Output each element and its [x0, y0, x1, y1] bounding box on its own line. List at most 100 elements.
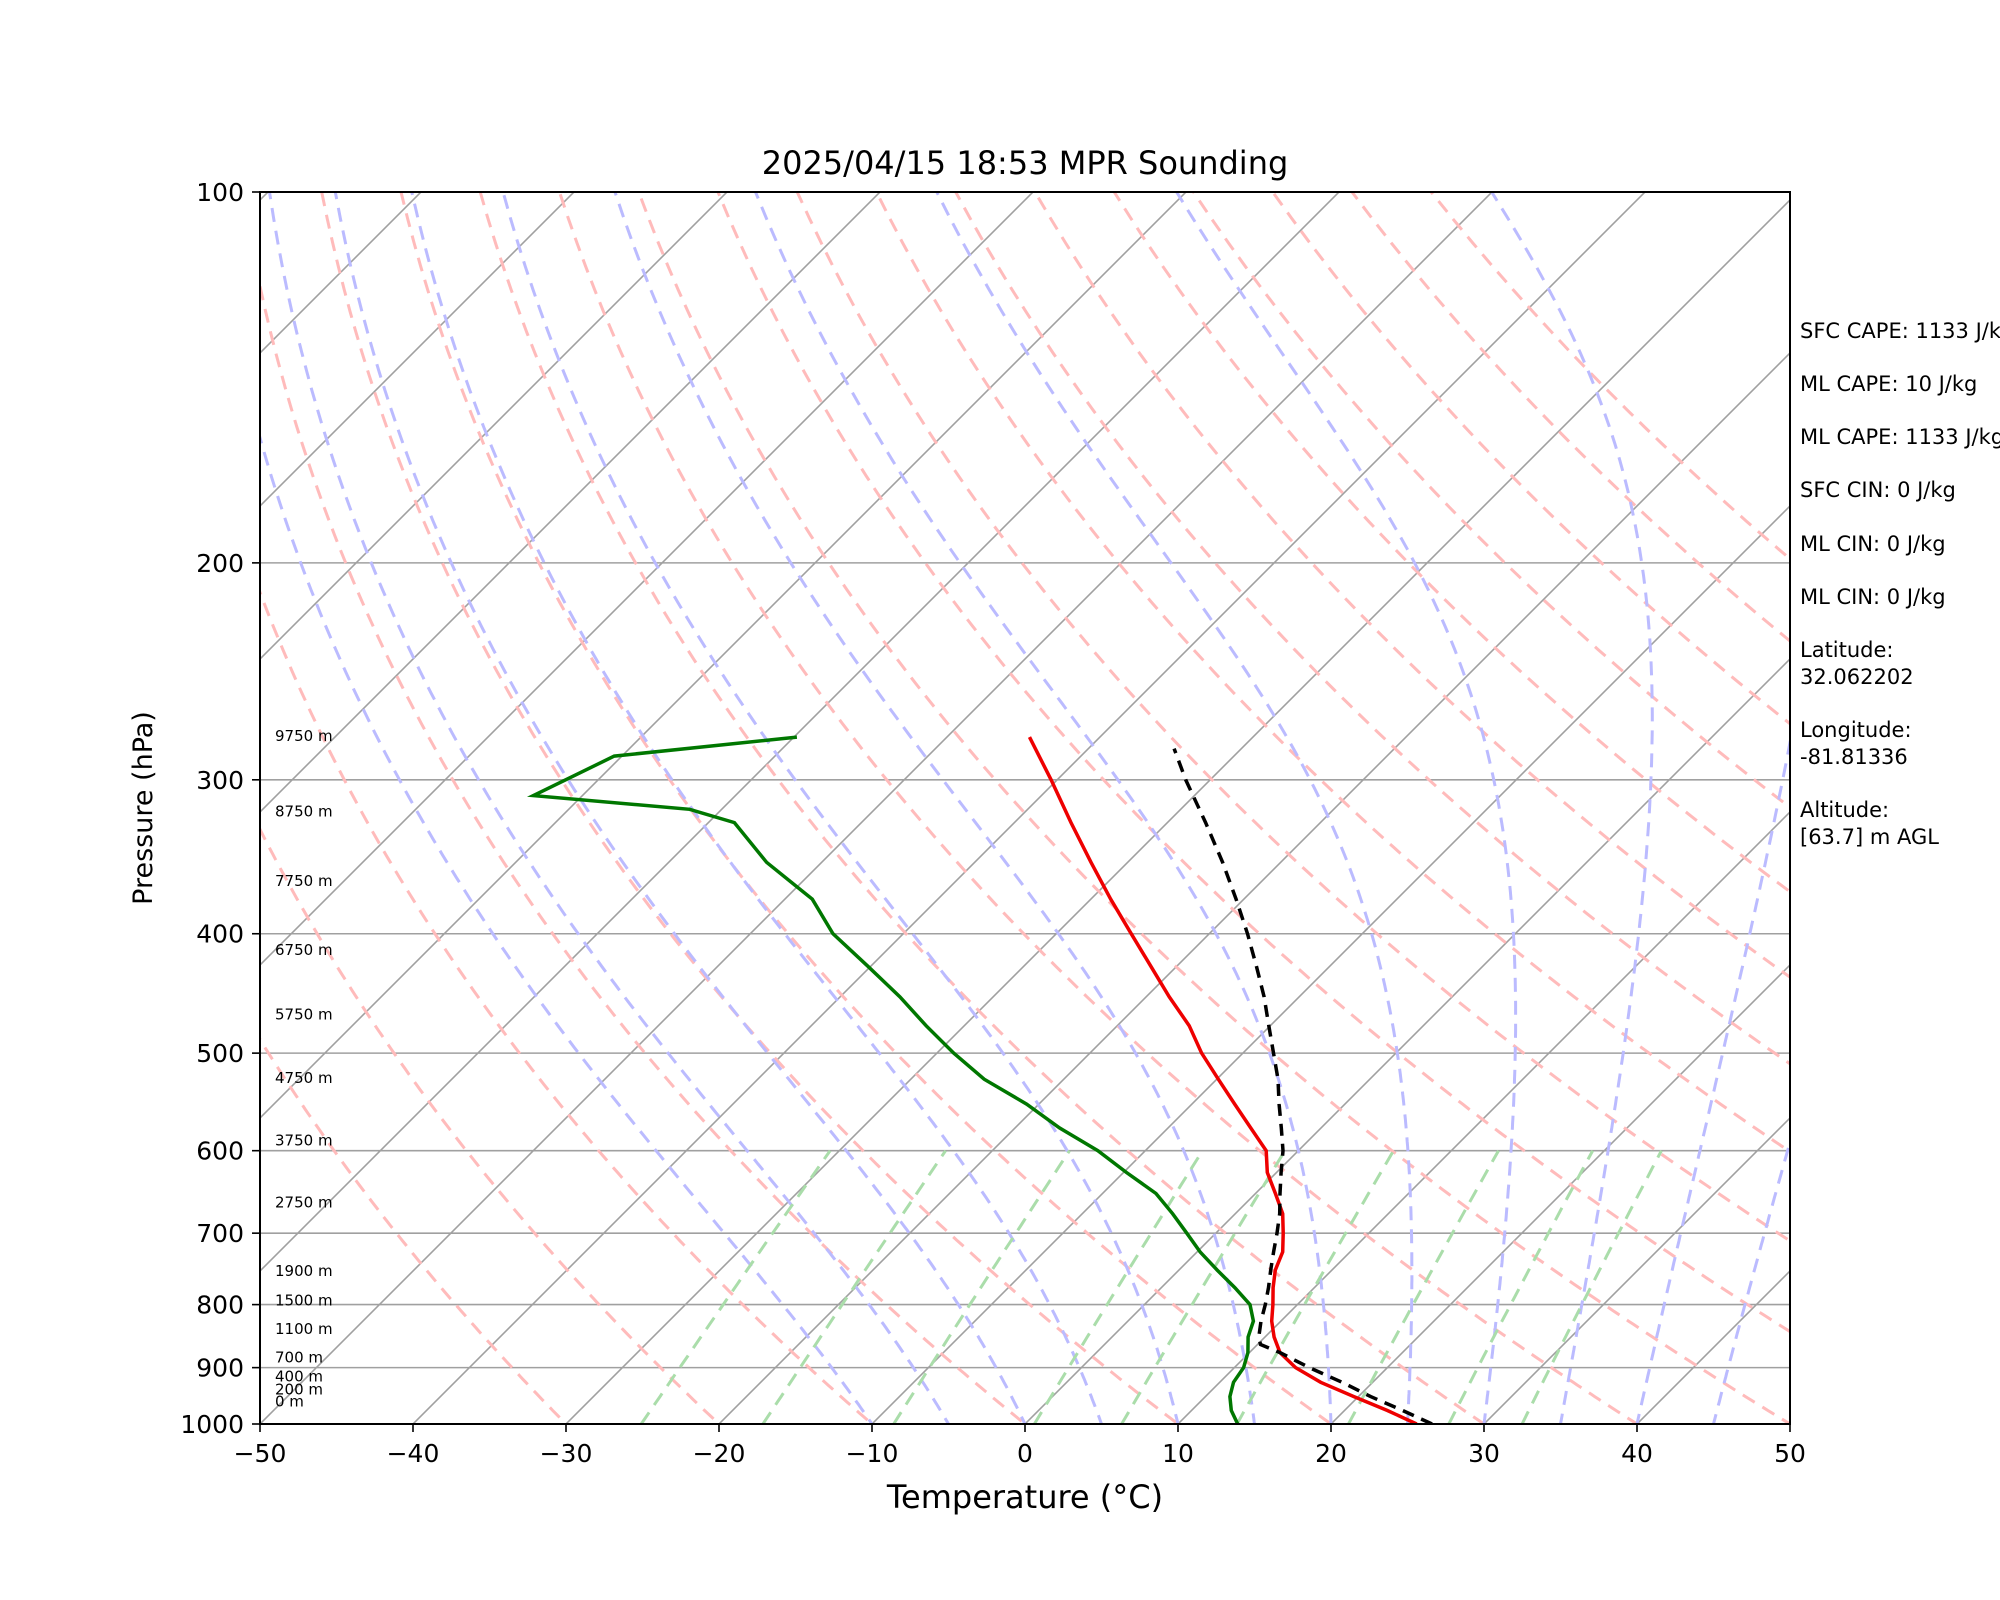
x-tick-label: 0 [1017, 1439, 1033, 1468]
height-label: 700 m [275, 1349, 323, 1367]
isotherm-line [717, 351, 1790, 1424]
isotherm-line [411, 192, 1647, 1424]
ml-cape-text: ML CAPE: 10 J/kg [1800, 372, 1978, 396]
height-label: 2750 m [275, 1193, 333, 1211]
sfc-cape-text: SFC CAPE: 1133 J/kg [1800, 319, 2000, 343]
y-tick-label: 900 [196, 1354, 244, 1383]
x-tick-label: −30 [540, 1439, 593, 1468]
dry-adiabat-line [399, 192, 1334, 1424]
height-label: 4750 m [275, 1069, 333, 1087]
x-tick-label: −10 [846, 1439, 899, 1468]
ml-cape-text-2: ML CAPE: 1133 J/kg [1800, 425, 2000, 449]
ml-cin-text-2: ML CIN: 0 J/kg [1800, 585, 1946, 609]
y-tick-label: 400 [196, 920, 244, 949]
x-tick-label: −40 [387, 1439, 440, 1468]
y-axis-title: Pressure (hPa) [128, 711, 159, 905]
isotherm-line [260, 192, 1035, 967]
x-tick-label: 40 [1621, 1439, 1653, 1468]
mixing-ratio-line [1033, 1149, 1204, 1424]
isotherm-line [260, 192, 1494, 1424]
moist-adiabat-line [410, 192, 1104, 1424]
x-tick-label: 30 [1468, 1439, 1500, 1468]
dewpoint-line [526, 735, 1256, 1424]
moist-adiabat-line [333, 192, 1027, 1424]
mixing-ratio-line [1447, 1149, 1595, 1424]
dry-adiabat-line [637, 192, 1790, 1424]
y-tick-label: 700 [196, 1219, 244, 1248]
height-label: 3750 m [275, 1132, 333, 1150]
altitude-value: [63.7] m AGL [1800, 825, 1939, 849]
height-label: 1900 m [275, 1262, 333, 1280]
y-tick-label: 200 [196, 549, 244, 578]
isotherm-line [1329, 963, 1790, 1424]
mixing-ratio-line [1520, 1150, 1663, 1424]
x-tick-label: −20 [693, 1439, 746, 1468]
latitude-value: 32.062202 [1800, 665, 1914, 689]
moist-adiabat-line [501, 192, 1180, 1424]
y-tick-label: 100 [196, 178, 244, 207]
dry-adiabat-line [1350, 192, 1790, 643]
isotherm-line [1023, 657, 1790, 1424]
isotherm-line [260, 192, 1341, 1273]
isotherm-line [260, 192, 423, 355]
height-label: 9750 m [275, 727, 333, 745]
isotherm-line [1917, 165, 2000, 1451]
y-tick-label: 800 [196, 1291, 244, 1320]
mixing-ratio-line [639, 1149, 832, 1424]
isotherm-line [260, 192, 882, 814]
dry-adiabat-line [874, 192, 1790, 1154]
parcel-profile-line [1172, 747, 1433, 1424]
mixing-ratio-line [761, 1149, 947, 1424]
mixing-ratio-line [1120, 1149, 1287, 1424]
height-label: 8750 m [275, 803, 333, 821]
moist-adiabat-line [1635, 734, 1790, 1424]
altitude-label: Altitude: [1800, 798, 1890, 822]
x-axis-title: Temperature (°C) [886, 1478, 1163, 1516]
latitude-label: Latitude: [1800, 638, 1894, 662]
isotherm-line [870, 504, 1790, 1424]
moist-adiabat-line [268, 192, 951, 1424]
background-guide-lines [0, 165, 2000, 1451]
height-label: 6750 m [275, 941, 333, 959]
moist-adiabat-line [1175, 192, 1518, 1424]
y-tick-label: 600 [196, 1137, 244, 1166]
temperature-line [1027, 736, 1418, 1424]
x-tick-label: 10 [1162, 1439, 1194, 1468]
isotherm-line [260, 192, 1188, 1120]
dry-adiabat-line [716, 192, 1790, 1334]
isotherm-line [564, 198, 1790, 1424]
plot-frame [259, 191, 1791, 1425]
y-tick-label: 300 [196, 766, 244, 795]
height-labels: 9750 m 8750 m 7750 m 6750 m 5750 m 4750 m 3750… [275, 727, 333, 1411]
longitude-value: -81.81336 [1800, 745, 1908, 769]
x-tick-label: −50 [234, 1439, 287, 1468]
height-label: 7750 m [275, 872, 333, 890]
isotherm-line [260, 192, 576, 508]
x-tick-label: 20 [1315, 1439, 1347, 1468]
axis-ticks: −50 −40 −30 −20 −10 0 10 20 30 40 50 100 200 300 400 50… [180, 178, 1806, 1468]
x-tick-label: 50 [1774, 1439, 1806, 1468]
dry-adiabat-line [478, 192, 1487, 1424]
mixing-ratio-line [892, 1149, 1071, 1424]
isotherm-line [260, 192, 729, 661]
height-label: 200 m [275, 1380, 323, 1398]
sfc-cin-text: SFC CIN: 0 J/kg [1800, 478, 1956, 502]
ml-cin-text: ML CIN: 0 J/kg [1800, 532, 1946, 556]
height-label: 1100 m [275, 1320, 333, 1338]
y-tick-label: 1000 [180, 1410, 244, 1439]
dry-adiabat-line [320, 192, 1181, 1424]
moist-adiabat-line [1490, 192, 1654, 1424]
dry-adiabat-line [954, 192, 1790, 1066]
height-label: 5750 m [275, 1005, 333, 1023]
y-tick-label: 500 [196, 1039, 244, 1068]
chart-title: 2025/04/15 18:53 MPR Sounding [762, 144, 1289, 182]
dry-adiabat-line [1270, 192, 1790, 726]
moist-adiabat-line [754, 192, 1333, 1424]
dry-adiabat-line [260, 588, 875, 1424]
dry-adiabat-line [557, 192, 1640, 1424]
isotherm-line [0, 165, 142, 1451]
dry-adiabat-line [260, 278, 1028, 1424]
dry-adiabat-line [260, 826, 722, 1424]
isotherm-line [1482, 1116, 1790, 1424]
sounding-series [526, 735, 1433, 1424]
